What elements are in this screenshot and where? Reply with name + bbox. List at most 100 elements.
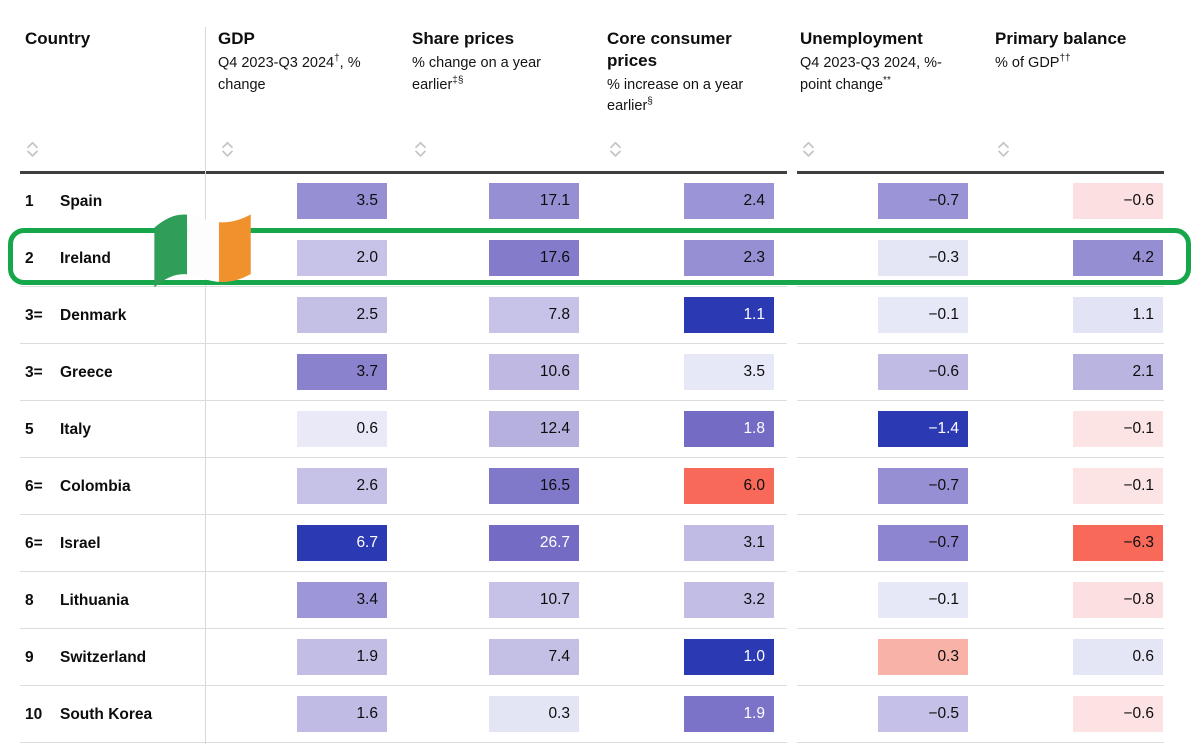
row-separator (797, 571, 1164, 572)
value-cell-gdp: 3.4 (297, 582, 387, 618)
value-cell-core-consumer-prices: 1.1 (684, 297, 774, 333)
value-cell-unemployment: −0.1 (878, 297, 968, 333)
column-sublabel: Q4 2023-Q3 2024†, % change (218, 52, 361, 93)
value-cell-core-consumer-prices: 1.8 (684, 411, 774, 447)
value-cell-core-consumer-prices: 2.3 (684, 240, 774, 276)
value-cell-gdp: 2.5 (297, 297, 387, 333)
row-country: Switzerland (60, 649, 147, 666)
value-cell-gdp: 6.7 (297, 525, 387, 561)
value-cell-share-prices: 17.6 (489, 240, 579, 276)
row-separator (20, 628, 787, 629)
row-rank: 10 (25, 706, 43, 723)
value-cell-share-prices: 26.7 (489, 525, 579, 561)
value-cell-core-consumer-prices: 3.2 (684, 582, 774, 618)
row-separator (797, 742, 1164, 743)
row-separator (20, 286, 787, 287)
value-cell-primary-balance: −0.1 (1073, 411, 1163, 447)
value-cell-unemployment: −0.1 (878, 582, 968, 618)
value-cell-primary-balance: −6.3 (1073, 525, 1163, 561)
row-rank: 6= (25, 478, 43, 495)
header-rule (20, 171, 787, 174)
value-cell-unemployment: −0.3 (878, 240, 968, 276)
value-cell-core-consumer-prices: 2.4 (684, 183, 774, 219)
table-row: 2 Ireland 2.0 17.6 2.3 −0.3 4.2 (0, 230, 1200, 287)
table-row: 6= Colombia 2.6 16.5 6.0 −0.7 −0.1 (0, 458, 1200, 515)
row-rank: 3= (25, 364, 43, 381)
value-cell-share-prices: 7.4 (489, 639, 579, 675)
value-cell-share-prices: 12.4 (489, 411, 579, 447)
sort-icon-core-consumer-prices[interactable] (608, 140, 623, 159)
value-cell-unemployment: −0.7 (878, 525, 968, 561)
row-rank: 1 (25, 193, 34, 210)
sort-icon-unemployment[interactable] (801, 140, 816, 159)
value-cell-share-prices: 0.3 (489, 696, 579, 732)
value-cell-share-prices: 16.5 (489, 468, 579, 504)
value-cell-share-prices: 17.1 (489, 183, 579, 219)
header-rule (797, 171, 1164, 174)
value-cell-core-consumer-prices: 1.0 (684, 639, 774, 675)
column-header-share-prices: Share prices % change on a year earlier‡… (412, 28, 552, 96)
table-row: 10 South Korea 1.6 0.3 1.9 −0.5 −0.6 (0, 686, 1200, 743)
value-cell-primary-balance: 1.1 (1073, 297, 1163, 333)
row-country: Italy (60, 421, 92, 438)
column-header-primary-balance: Primary balance % of GDP†† (995, 28, 1170, 75)
row-rank: 8 (25, 592, 34, 609)
table-row: 3= Denmark 2.5 7.8 1.1 −0.1 1.1 (0, 287, 1200, 344)
row-separator (797, 400, 1164, 401)
table-row: 1 Spain 3.5 17.1 2.4 −0.7 −0.6 (0, 173, 1200, 230)
value-cell-share-prices: 7.8 (489, 297, 579, 333)
column-label: Primary balance (995, 29, 1127, 48)
row-country: South Korea (60, 706, 153, 723)
column-header-core-consumer-prices: Core consumer prices % increase on a yea… (607, 28, 747, 118)
value-cell-gdp: 1.6 (297, 696, 387, 732)
row-separator (797, 685, 1164, 686)
row-separator (797, 343, 1164, 344)
column-sublabel: % change on a year earlier‡§ (412, 54, 541, 93)
ireland-highlight-box (8, 228, 1191, 285)
column-header-gdp: GDP Q4 2023-Q3 2024†, % change (218, 28, 370, 96)
column-sublabel: % increase on a year earlier§ (607, 76, 744, 115)
value-cell-unemployment: −0.7 (878, 468, 968, 504)
row-separator (20, 514, 787, 515)
column-label: Unemployment (800, 29, 923, 48)
column-sublabel: % of GDP†† (995, 52, 1071, 71)
row-separator (20, 571, 787, 572)
value-cell-gdp: 2.6 (297, 468, 387, 504)
row-separator (20, 343, 787, 344)
column-header-country: Country (25, 28, 195, 50)
value-cell-core-consumer-prices: 1.9 (684, 696, 774, 732)
column-header-unemployment: Unemployment Q4 2023-Q3 2024, %-point ch… (800, 28, 960, 96)
value-cell-share-prices: 10.7 (489, 582, 579, 618)
row-rank: 6= (25, 535, 43, 552)
sort-icon-country[interactable] (25, 140, 40, 159)
row-country: Spain (60, 193, 103, 210)
row-separator (797, 286, 1164, 287)
value-cell-gdp: 1.9 (297, 639, 387, 675)
value-cell-gdp: 0.6 (297, 411, 387, 447)
value-cell-unemployment: −0.7 (878, 183, 968, 219)
row-country: Denmark (60, 307, 127, 324)
table-row: 9 Switzerland 1.9 7.4 1.0 0.3 0.6 (0, 629, 1200, 686)
row-country: Greece (60, 364, 113, 381)
value-cell-primary-balance: −0.6 (1073, 183, 1163, 219)
row-country: Colombia (60, 478, 131, 495)
column-label: Country (25, 29, 91, 48)
column-label: GDP (218, 29, 255, 48)
value-cell-primary-balance: 0.6 (1073, 639, 1163, 675)
value-cell-primary-balance: 2.1 (1073, 354, 1163, 390)
value-cell-primary-balance: −0.1 (1073, 468, 1163, 504)
table-row: 6= Israel 6.7 26.7 3.1 −0.7 −6.3 (0, 515, 1200, 572)
value-cell-core-consumer-prices: 3.1 (684, 525, 774, 561)
column-sublabel: Q4 2023-Q3 2024, %-point change** (800, 54, 942, 93)
value-cell-primary-balance: 4.2 (1073, 240, 1163, 276)
value-cell-primary-balance: −0.8 (1073, 582, 1163, 618)
row-separator (797, 628, 1164, 629)
sort-icon-share-prices[interactable] (413, 140, 428, 159)
value-cell-gdp: 3.7 (297, 354, 387, 390)
ireland-flag-icon (154, 214, 251, 288)
sort-icon-primary-balance[interactable] (996, 140, 1011, 159)
value-cell-gdp: 3.5 (297, 183, 387, 219)
value-cell-unemployment: −0.6 (878, 354, 968, 390)
sort-icon-gdp[interactable] (220, 140, 235, 159)
